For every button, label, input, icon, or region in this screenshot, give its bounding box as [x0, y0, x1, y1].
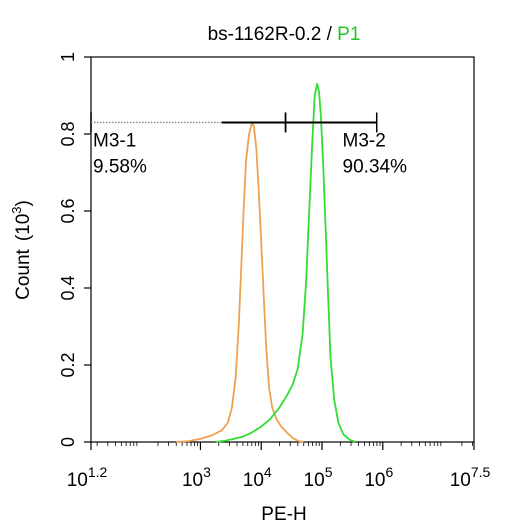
x-tick-base: 10	[450, 470, 471, 491]
x-tick-base: 10	[304, 470, 325, 491]
y-tick-label: 0	[58, 437, 78, 447]
x-tick-exponent: 1.2	[88, 464, 108, 480]
y-axis-label: Count (103)	[9, 200, 34, 300]
x-tick-base: 10	[364, 470, 385, 491]
y-tick-label: 0.6	[58, 198, 78, 223]
x-axis-label: PE-H	[261, 504, 306, 525]
x-tick-base: 10	[182, 470, 203, 491]
plot-frame	[90, 56, 475, 443]
x-tick-base: 10	[243, 470, 264, 491]
gate-name: M3-2	[343, 130, 386, 151]
x-tick-base: 10	[67, 470, 88, 491]
y-tick-label: 0.2	[58, 352, 78, 377]
chart-title: bs-1162R-0.2 / P1	[208, 24, 361, 45]
gate-layer: M3-1 9.58% M3-2 90.34%	[90, 112, 408, 177]
x-tick-exponent: 7.5	[471, 464, 491, 480]
gate-percent: 9.58%	[93, 156, 147, 177]
x-tick-exponent: 6	[385, 464, 393, 480]
y-axis-unit-close: )	[13, 200, 34, 206]
x-tick-label: 105	[304, 464, 333, 491]
x-tick-label: 104	[243, 464, 272, 491]
title-sample: bs-1162R-0.2	[208, 24, 322, 45]
x-tick-label: 101.2	[67, 464, 108, 491]
x-tick-label: 106	[364, 464, 393, 491]
x-tick-label: 107.5	[450, 464, 491, 491]
gate-percent: 90.34%	[343, 156, 408, 177]
gate-name: M3-1	[93, 130, 136, 151]
x-tick-exponent: 5	[325, 464, 333, 480]
y-axis-title: Count	[13, 248, 34, 299]
title-separator: /	[321, 24, 337, 45]
y-tick-label: 1	[58, 52, 78, 62]
x-tick-exponent: 3	[203, 464, 211, 480]
x-axis-ticks: 101.2 103 104 105 106 107.5	[67, 442, 491, 491]
x-tick-label: 103	[182, 464, 211, 491]
title-gate: P1	[337, 24, 360, 45]
y-tick-label: 0.4	[58, 275, 78, 300]
y-axis-ticks: 0 0.2 0.4 0.6 0.8 1	[58, 52, 91, 447]
y-tick-label: 0.8	[58, 121, 78, 146]
histogram-series	[176, 121, 304, 443]
histogram-series	[215, 83, 356, 443]
y-axis-unit-base: (10	[13, 214, 34, 241]
y-axis-unit-exponent: 3	[9, 206, 24, 213]
x-tick-exponent: 4	[264, 464, 272, 480]
series-layer	[176, 83, 356, 443]
